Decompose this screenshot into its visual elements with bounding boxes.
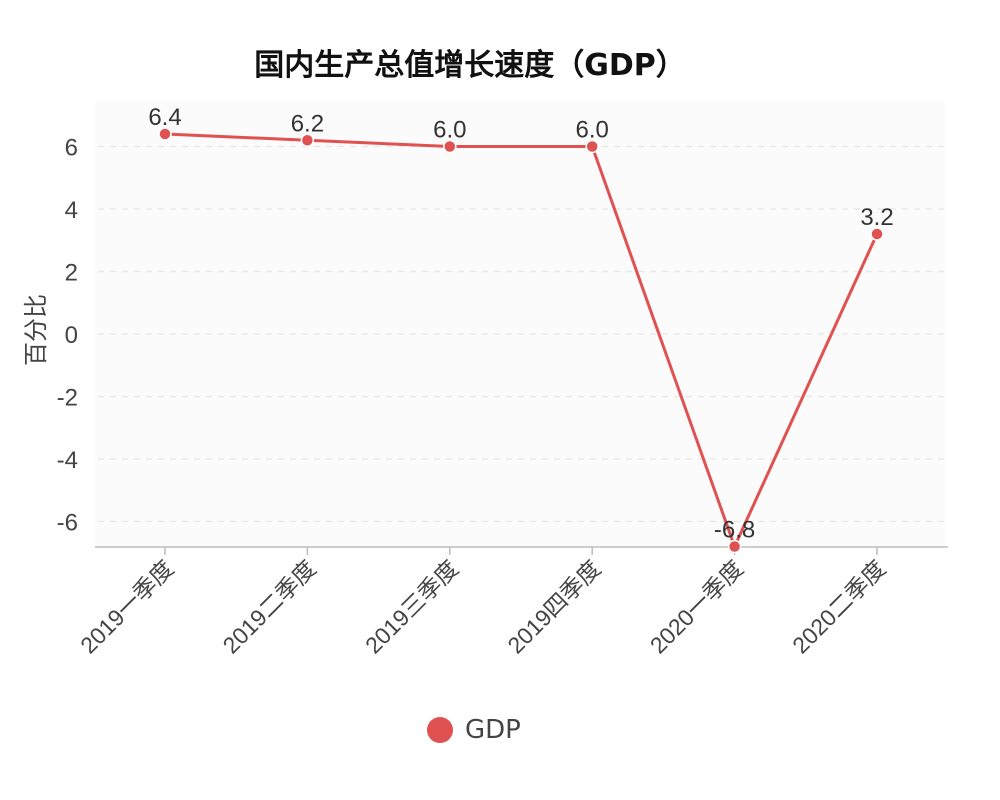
data-point[interactable] — [727, 539, 742, 554]
legend[interactable]: GDP — [427, 715, 521, 745]
x-tick-label: 2019三季度 — [360, 555, 463, 658]
y-tick-label: -4 — [57, 447, 78, 474]
x-tick-label: 2019二季度 — [218, 555, 321, 658]
y-tick-label: -2 — [57, 385, 78, 412]
data-point[interactable] — [585, 139, 599, 154]
y-tick-label: 0 — [65, 322, 78, 349]
data-label: 6.4 — [148, 104, 181, 131]
data-point[interactable] — [300, 133, 315, 147]
legend-label-gdp: GDP — [465, 715, 521, 745]
data-point[interactable] — [443, 139, 457, 154]
data-label: -6.8 — [714, 517, 755, 544]
data-label: 6.0 — [576, 117, 609, 144]
data-label: 6.0 — [433, 117, 466, 144]
chart-title: 国内生产总值增长速度（GDP） — [254, 48, 686, 83]
x-tick-label: 2020二季度 — [787, 555, 890, 658]
x-tick-label: 2020一季度 — [645, 555, 748, 658]
data-point[interactable] — [870, 227, 884, 241]
data-label: 6.2 — [291, 110, 324, 137]
legend-marker-gdp — [427, 717, 453, 743]
x-tick-label: 2019四季度 — [502, 555, 605, 658]
y-tick-label: 2 — [65, 260, 78, 287]
plot-background — [95, 100, 945, 547]
series-line-gdp — [164, 132, 879, 548]
data-point[interactable] — [158, 127, 172, 141]
y-tick-label: 6 — [65, 135, 78, 162]
data-label: 3.2 — [860, 204, 893, 231]
y-tick-label: -6 — [57, 510, 78, 537]
y-tick-label: 4 — [65, 197, 78, 224]
y-axis-label: 百分比 — [23, 294, 50, 366]
x-tick-label: 2019一季度 — [75, 555, 178, 658]
